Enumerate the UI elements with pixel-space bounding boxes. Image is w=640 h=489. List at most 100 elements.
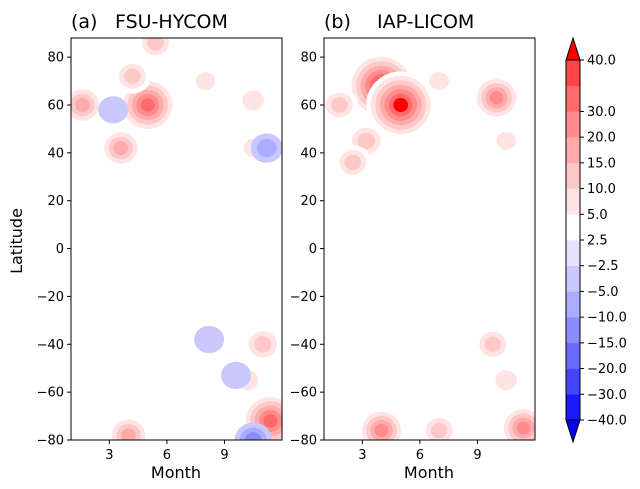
frame-b (323, 37, 536, 441)
colorbar: −40.0 −30.0 −20.0 −15.0 −10.0 −5.0 −2.5 2.5 5.0 1… (565, 36, 627, 444)
y-tick-label-b-8: 80 (300, 51, 317, 66)
colorbar-band-3 (566, 317, 580, 344)
feature-b-7 (490, 126, 523, 156)
feature-b-1 (366, 71, 436, 139)
contour-a-10-5 (263, 414, 278, 428)
field-a (71, 38, 282, 440)
feature-b-10 (488, 363, 524, 397)
y-tick-label-a-0: −80 (37, 434, 64, 449)
y-tick-label-b-1: −60 (290, 386, 317, 401)
contour-a-4-2 (147, 38, 164, 51)
feature-a-15 (250, 133, 282, 163)
contour-b-13-0 (386, 199, 416, 226)
y-tick-label-b-4: 0 (309, 242, 317, 257)
feature-a-18 (234, 422, 272, 440)
colorbar-label-10: 15.0 (587, 156, 616, 171)
y-tick-label-a-4: 0 (56, 242, 64, 257)
contour-a-13-0 (228, 259, 259, 286)
contour-b-6-4 (489, 91, 504, 105)
y-tick-label-a-6: 40 (47, 146, 64, 161)
xlabel-b: Month (404, 463, 454, 482)
contour-b-10-1 (495, 370, 518, 391)
y-tick-label-a-8: 80 (47, 51, 64, 66)
feature-b-8 (357, 407, 406, 440)
feature-a-1 (99, 128, 143, 169)
title-a: FSU-HYCOM (115, 11, 228, 33)
y-tick-label-b-5: 20 (300, 194, 317, 209)
xlabel-a: Month (151, 463, 201, 482)
y-tick-label-b-7: 60 (300, 99, 317, 114)
contour-b-12-2 (430, 422, 448, 439)
x-tick-label-a-1: 6 (163, 448, 171, 463)
y-tick-label-a-1: −60 (37, 386, 64, 401)
x-tick-label-a-0: 3 (105, 448, 113, 463)
contour-a-2-3 (75, 98, 90, 112)
y-ticks-a: −80 −60 −40 −20 0 20 40 60 80 (37, 51, 71, 449)
colorbar-label-1: −30.0 (587, 388, 627, 403)
contour-a-18-2 (244, 432, 262, 440)
colorbar-band-10 (566, 137, 580, 164)
feature-a-8 (107, 415, 150, 440)
contour-a-17-0 (194, 325, 225, 354)
colorbar-band-2 (566, 342, 580, 369)
contour-b-9-2 (484, 336, 502, 352)
colorbar-band-6 (566, 240, 580, 267)
feature-a-2 (71, 85, 104, 125)
colorbar-label-7: 2.5 (587, 234, 608, 249)
y-ticks-b: −80 −60 −40 −20 0 20 40 60 80 (290, 51, 324, 449)
colorbar-band-13 (566, 60, 580, 87)
feature-a-4 (136, 38, 175, 61)
colorbar-band-0 (566, 394, 580, 421)
colorbar-band-9 (566, 162, 580, 189)
panel-label-b: (b) (324, 11, 351, 33)
feature-b-11 (499, 405, 535, 440)
colorbar-label-5: −5.0 (587, 285, 619, 300)
colorbar-band-7 (566, 214, 580, 241)
feature-b-13 (386, 199, 416, 226)
field-b (324, 52, 535, 440)
contour-a-3-2 (124, 68, 141, 85)
contour-b-2-2 (357, 132, 376, 150)
contour-b-11-4 (516, 421, 531, 435)
x-tick-label-a-2: 9 (220, 448, 228, 463)
colorbar-band-4 (566, 291, 580, 318)
feature-b-5 (423, 66, 456, 96)
contour-b-4-2 (331, 97, 348, 113)
feature-a-12 (85, 199, 115, 226)
feature-a-9 (243, 325, 282, 363)
contour-a-15-1 (256, 139, 277, 158)
x-ticks-b: 3 6 9 (358, 440, 482, 463)
feature-a-6 (235, 83, 271, 117)
colorbar-label-9: 10.0 (587, 182, 616, 197)
x-tick-label-b-1: 6 (416, 448, 424, 463)
y-tick-label-a-7: 60 (47, 99, 64, 114)
contour-a-14-0 (98, 96, 129, 124)
contour-b-7-1 (496, 131, 517, 150)
y-tick-label-b-6: 40 (300, 146, 317, 161)
colorbar-label-8: 5.0 (587, 208, 608, 223)
colorbar-label-2: −20.0 (587, 362, 627, 377)
contour-a-8-3 (121, 428, 136, 440)
colorbar-label-13: 40.0 (587, 54, 616, 69)
feature-a-3 (113, 59, 152, 94)
feature-a-17 (194, 325, 225, 354)
colorbar-over-triangle (565, 36, 581, 61)
colorbar-label-11: 20.0 (587, 131, 616, 146)
colorbar-band-8 (566, 188, 580, 215)
x-ticks-a: 3 6 9 (105, 440, 229, 463)
contour-a-12-0 (85, 199, 115, 226)
feature-a-16 (221, 361, 251, 389)
feature-b-9 (474, 327, 512, 362)
contour-a-5-1 (195, 72, 216, 91)
y-tick-label-b-2: −40 (290, 338, 317, 353)
contour-b-1-6 (393, 97, 409, 113)
colorbar-label-0: −40.0 (587, 414, 627, 429)
contour-b-8-4 (374, 423, 389, 437)
x-tick-label-b-0: 3 (358, 448, 366, 463)
colorbar-label-3: −15.0 (587, 336, 627, 351)
ylabel-a: Latitude (7, 208, 26, 274)
colorbar-label-6: −2.5 (587, 259, 619, 274)
